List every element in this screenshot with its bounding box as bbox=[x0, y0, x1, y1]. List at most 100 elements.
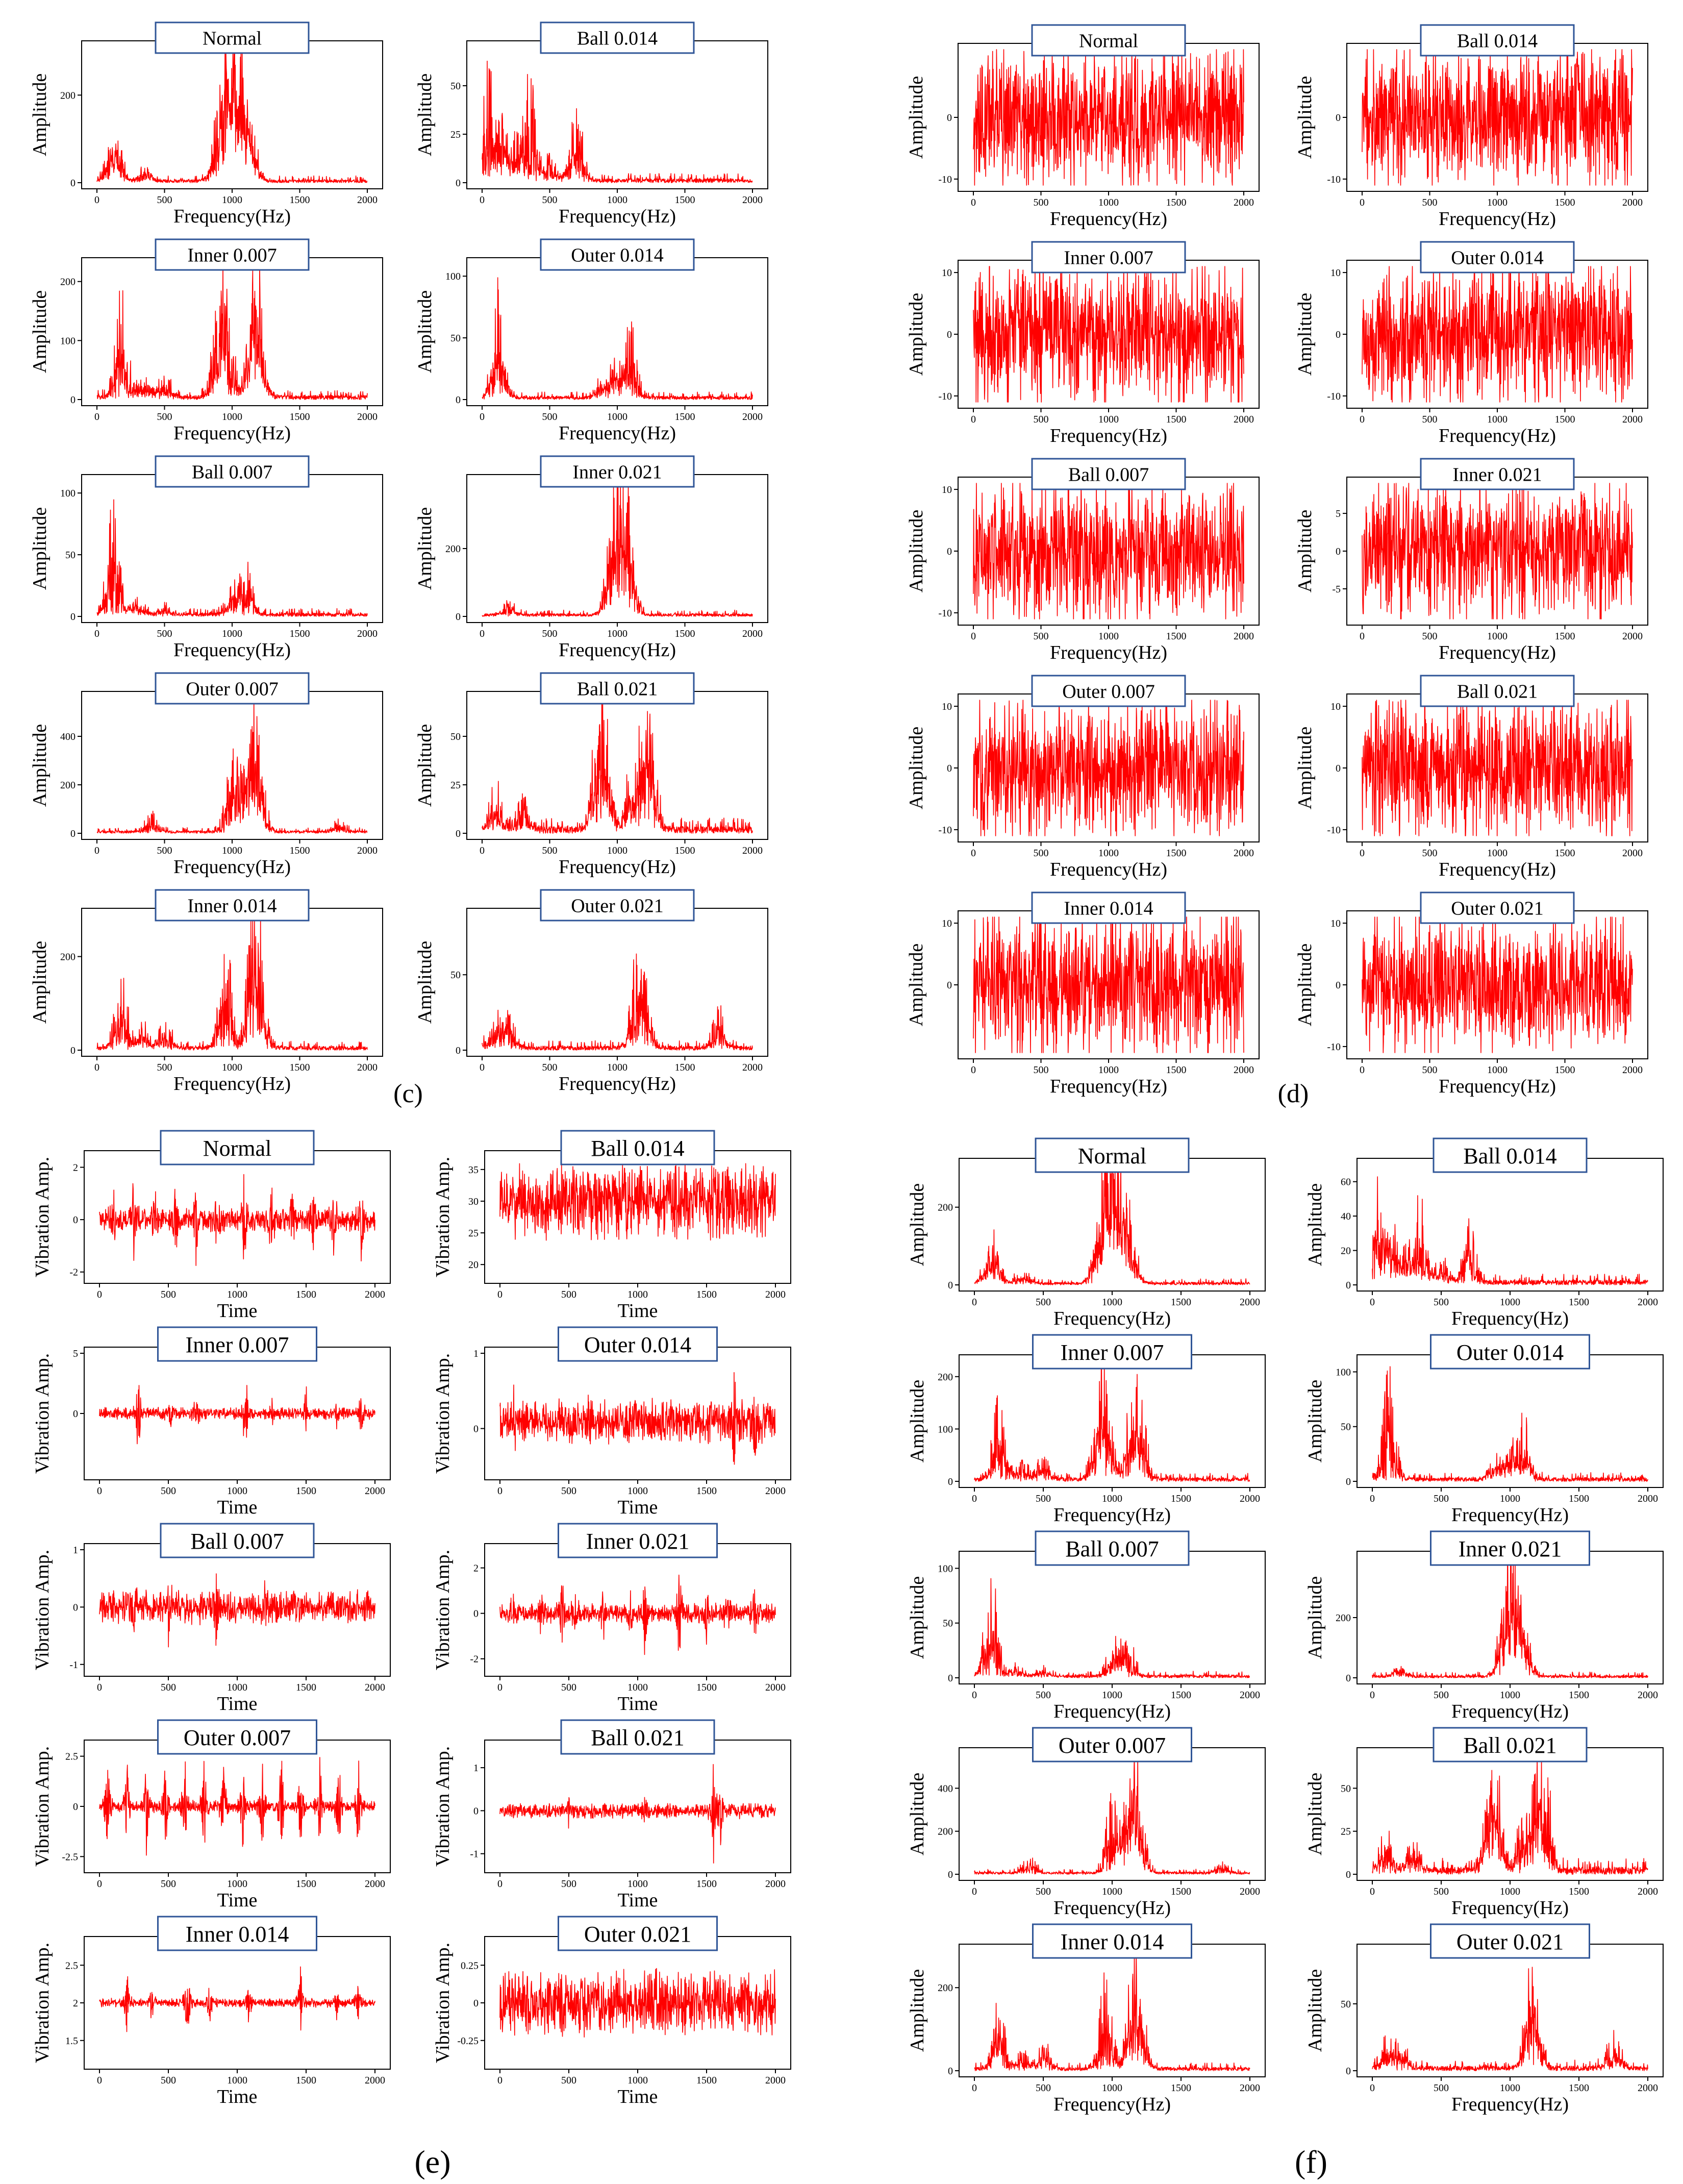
series-line bbox=[1362, 266, 1633, 403]
chart-f-inner-0-021: 0 500 1000 1500 2000 0 200 Frequency(Hz) Amplitu… bbox=[1304, 1530, 1664, 1722]
x-tick-label: 1500 bbox=[696, 1878, 717, 1890]
chart-d-outer-0-014: 0 500 1000 1500 2000 -10 0 10 Frequency(Hz) Ampli… bbox=[1294, 241, 1648, 446]
x-axis-label: Frequency(Hz) bbox=[1451, 1504, 1569, 1526]
y-tick-label: 0 bbox=[1336, 546, 1341, 557]
title-box bbox=[155, 21, 310, 54]
x-tick-label: 0 bbox=[94, 411, 99, 423]
x-tick-label: 0 bbox=[1370, 2082, 1375, 2094]
x-tick-label: 2000 bbox=[1622, 1064, 1643, 1076]
y-tick-label: 0 bbox=[1346, 1673, 1351, 1684]
chart-title: Inner 0.007 bbox=[1061, 1340, 1164, 1365]
series-line bbox=[1362, 49, 1633, 186]
chart-title: Inner 0.014 bbox=[1061, 1929, 1164, 1954]
x-tick-label: 1500 bbox=[296, 2075, 316, 2086]
series-line bbox=[1372, 1753, 1648, 1875]
y-axis-label: Amplitude bbox=[906, 76, 927, 159]
chart-f-ball-0-021: 0 500 1000 1500 2000 0 25 50 Frequency(Hz) Amplit… bbox=[1304, 1727, 1664, 1919]
y-tick-label: 0 bbox=[1346, 1869, 1351, 1880]
chart-d-ball-0-007: 0 500 1000 1500 2000 -10 0 10 Frequency(Hz) Ampli… bbox=[906, 458, 1260, 663]
y-tick-label: 0 bbox=[947, 763, 952, 774]
x-tick-label: 1000 bbox=[222, 194, 242, 206]
title-box bbox=[540, 21, 695, 54]
title-box bbox=[160, 1130, 315, 1165]
chart-e-inner-0-014: 0 500 1000 1500 2000 1.5 2 2.5 Time Vibration Amp… bbox=[32, 1916, 391, 2107]
x-tick-label: 2000 bbox=[1638, 2082, 1658, 2094]
x-tick-label: 0 bbox=[480, 1062, 485, 1073]
x-tick-label: 500 bbox=[1036, 2082, 1051, 2094]
chart-title: Inner 0.007 bbox=[1064, 247, 1153, 269]
x-axis-label: Frequency(Hz) bbox=[559, 856, 676, 878]
x-tick-label: 2000 bbox=[742, 411, 763, 423]
y-axis-label: Amplitude bbox=[1294, 293, 1316, 376]
x-tick-label: 500 bbox=[542, 628, 558, 639]
title-box bbox=[1433, 1137, 1588, 1173]
x-tick-label: 0 bbox=[497, 1682, 503, 1693]
y-tick-label: -2.5 bbox=[62, 1851, 78, 1863]
title-box bbox=[557, 1326, 718, 1362]
x-tick-label: 2000 bbox=[365, 2075, 385, 2086]
x-tick-label: 1500 bbox=[1171, 2082, 1191, 2094]
chart-title: Outer 0.007 bbox=[1062, 681, 1155, 703]
x-tick-label: 2000 bbox=[1234, 631, 1254, 642]
y-tick-label: -2 bbox=[69, 1267, 78, 1278]
x-tick-label: 1500 bbox=[1555, 1064, 1575, 1076]
chart-e-inner-0-007: 0 500 1000 1500 2000 0 5 Time Vibration Amp. Inne… bbox=[32, 1326, 391, 1518]
x-tick-label: 2000 bbox=[1638, 1297, 1658, 1308]
x-tick-label: 500 bbox=[1434, 1493, 1449, 1504]
series-line bbox=[974, 1578, 1250, 1678]
x-tick-label: 1000 bbox=[222, 411, 242, 423]
series-line bbox=[499, 1574, 776, 1655]
y-tick-label: 5 bbox=[73, 1348, 78, 1359]
x-tick-label: 1000 bbox=[1500, 1297, 1520, 1308]
x-tick-label: 1000 bbox=[1500, 2082, 1520, 2094]
chart-title: Ball 0.021 bbox=[577, 679, 658, 700]
y-axis-label: Amplitude bbox=[907, 1380, 928, 1463]
y-tick-label: -1 bbox=[470, 1849, 479, 1860]
x-tick-label: 2000 bbox=[357, 845, 378, 856]
y-axis-label: Amplitude bbox=[414, 290, 436, 374]
x-tick-label: 1500 bbox=[290, 1062, 310, 1073]
chart-f-inner-0-014: 0 500 1000 1500 2000 0 200 Frequency(Hz) Amplitu… bbox=[907, 1923, 1266, 2115]
chart-title: Outer 0.014 bbox=[584, 1332, 691, 1357]
y-axis-label: Vibration Amp. bbox=[432, 1550, 454, 1670]
title-box bbox=[160, 1523, 315, 1558]
y-tick-label: 10 bbox=[942, 918, 952, 929]
chart-d-ball-0-014: 0 500 1000 1500 2000 -10 0 Frequency(Hz) Amplitu… bbox=[1294, 24, 1648, 230]
chart-c-normal: 0 500 1000 1500 2000 0 200 Frequency(Hz) Amplitu… bbox=[29, 21, 383, 227]
chart-f-inner-0-007: 0 500 1000 1500 2000 0 100 200 Frequency(Hz) Ampl… bbox=[907, 1334, 1266, 1526]
title-box bbox=[557, 1916, 718, 1951]
x-tick-label: 2000 bbox=[765, 1289, 786, 1300]
y-tick-label: 0.25 bbox=[461, 1960, 479, 1971]
panel-label-c: (c) bbox=[393, 1079, 423, 1108]
x-tick-label: 1500 bbox=[1166, 414, 1187, 425]
chart-title: Normal bbox=[203, 28, 262, 49]
x-tick-label: 0 bbox=[97, 1682, 102, 1693]
x-tick-label: 2000 bbox=[357, 194, 378, 206]
title-box bbox=[1433, 1727, 1588, 1763]
chart-title: Normal bbox=[1078, 1144, 1146, 1169]
y-axis-label: Vibration Amp. bbox=[432, 1943, 454, 2063]
x-tick-label: 1500 bbox=[696, 1485, 717, 1497]
y-tick-label: 0 bbox=[948, 1673, 953, 1684]
title-box bbox=[1420, 241, 1575, 274]
x-tick-label: 2000 bbox=[1638, 1493, 1658, 1504]
x-tick-label: 1500 bbox=[696, 2075, 717, 2086]
x-tick-label: 500 bbox=[1034, 848, 1049, 859]
x-tick-label: 500 bbox=[161, 2075, 176, 2086]
title-box bbox=[1035, 1137, 1190, 1173]
x-tick-label: 500 bbox=[157, 411, 172, 423]
series-line bbox=[96, 914, 368, 1051]
x-tick-label: 0 bbox=[971, 414, 976, 425]
x-tick-label: 0 bbox=[94, 845, 99, 856]
y-tick-label: 1 bbox=[473, 1348, 479, 1359]
chart-c-outer-0-014: 0 500 1000 1500 2000 0 50 100 Frequency(Hz) Ampli… bbox=[414, 238, 768, 444]
chart-title: Outer 0.014 bbox=[1456, 1340, 1564, 1365]
y-axis-label: Amplitude bbox=[29, 290, 51, 374]
x-tick-label: 2000 bbox=[1234, 197, 1254, 208]
x-axis-label: Frequency(Hz) bbox=[1053, 1504, 1171, 1526]
x-tick-label: 1000 bbox=[1102, 1886, 1122, 1897]
x-tick-label: 2000 bbox=[1240, 1886, 1260, 1897]
y-tick-label: 10 bbox=[942, 484, 952, 495]
x-tick-label: 2000 bbox=[1622, 197, 1643, 208]
chart-title: Outer 0.021 bbox=[1451, 898, 1544, 920]
